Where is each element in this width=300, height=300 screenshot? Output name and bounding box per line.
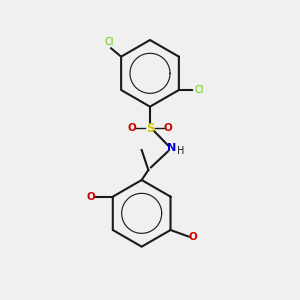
Text: O: O [164, 123, 173, 133]
Text: O: O [86, 192, 95, 202]
Text: O: O [188, 232, 197, 242]
Text: N: N [167, 143, 176, 153]
Text: H: H [177, 146, 185, 156]
Text: Cl: Cl [195, 85, 204, 95]
Text: Cl: Cl [105, 37, 114, 47]
Text: S: S [146, 122, 154, 135]
Text: O: O [127, 123, 136, 133]
